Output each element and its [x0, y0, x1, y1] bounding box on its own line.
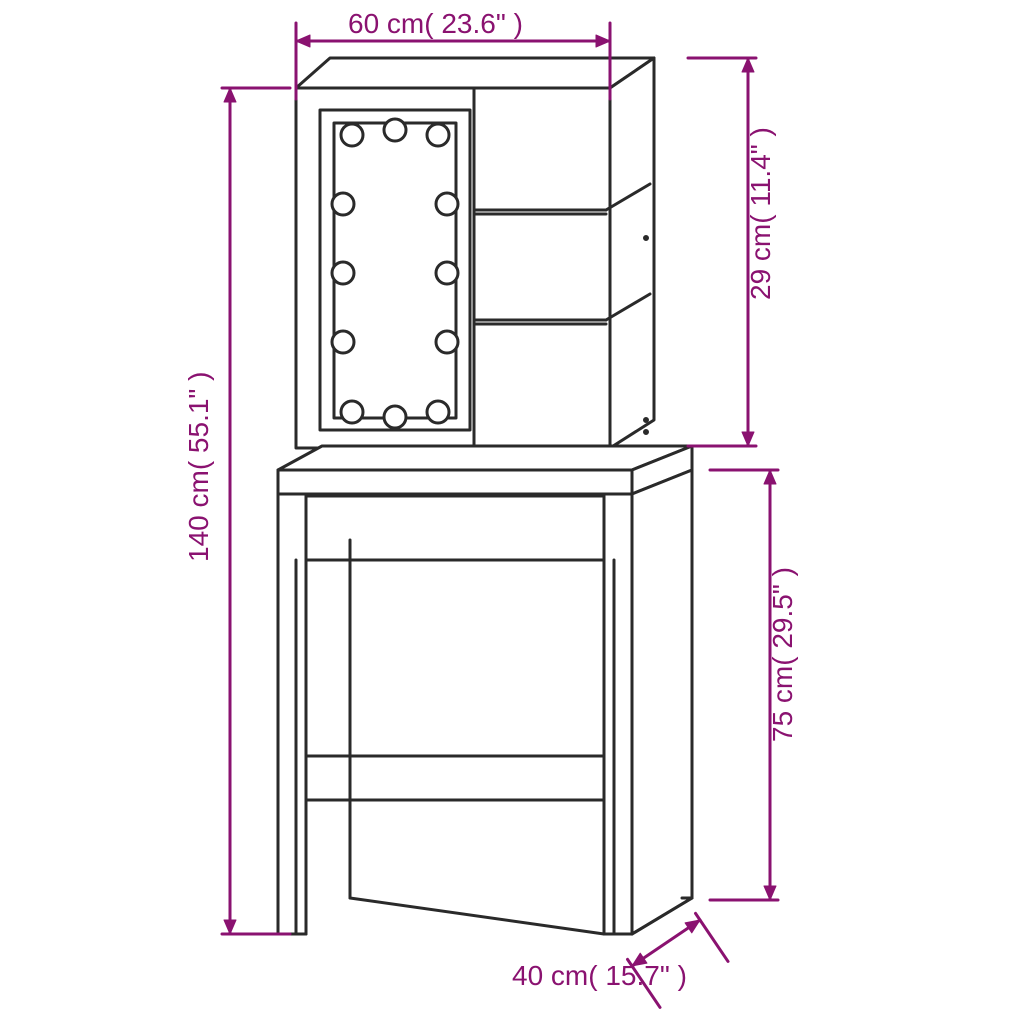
- dimension-label: 40 cm( 15.7" ): [512, 960, 687, 992]
- dimension-label: 29 cm( 11.4" ): [745, 127, 777, 300]
- dimension-label: 140 cm( 55.1" ): [183, 372, 215, 562]
- dimension-diagram: [0, 0, 1024, 1024]
- dimension-label: 60 cm( 23.6" ): [348, 8, 523, 40]
- dimension-label: 75 cm( 29.5" ): [767, 567, 799, 742]
